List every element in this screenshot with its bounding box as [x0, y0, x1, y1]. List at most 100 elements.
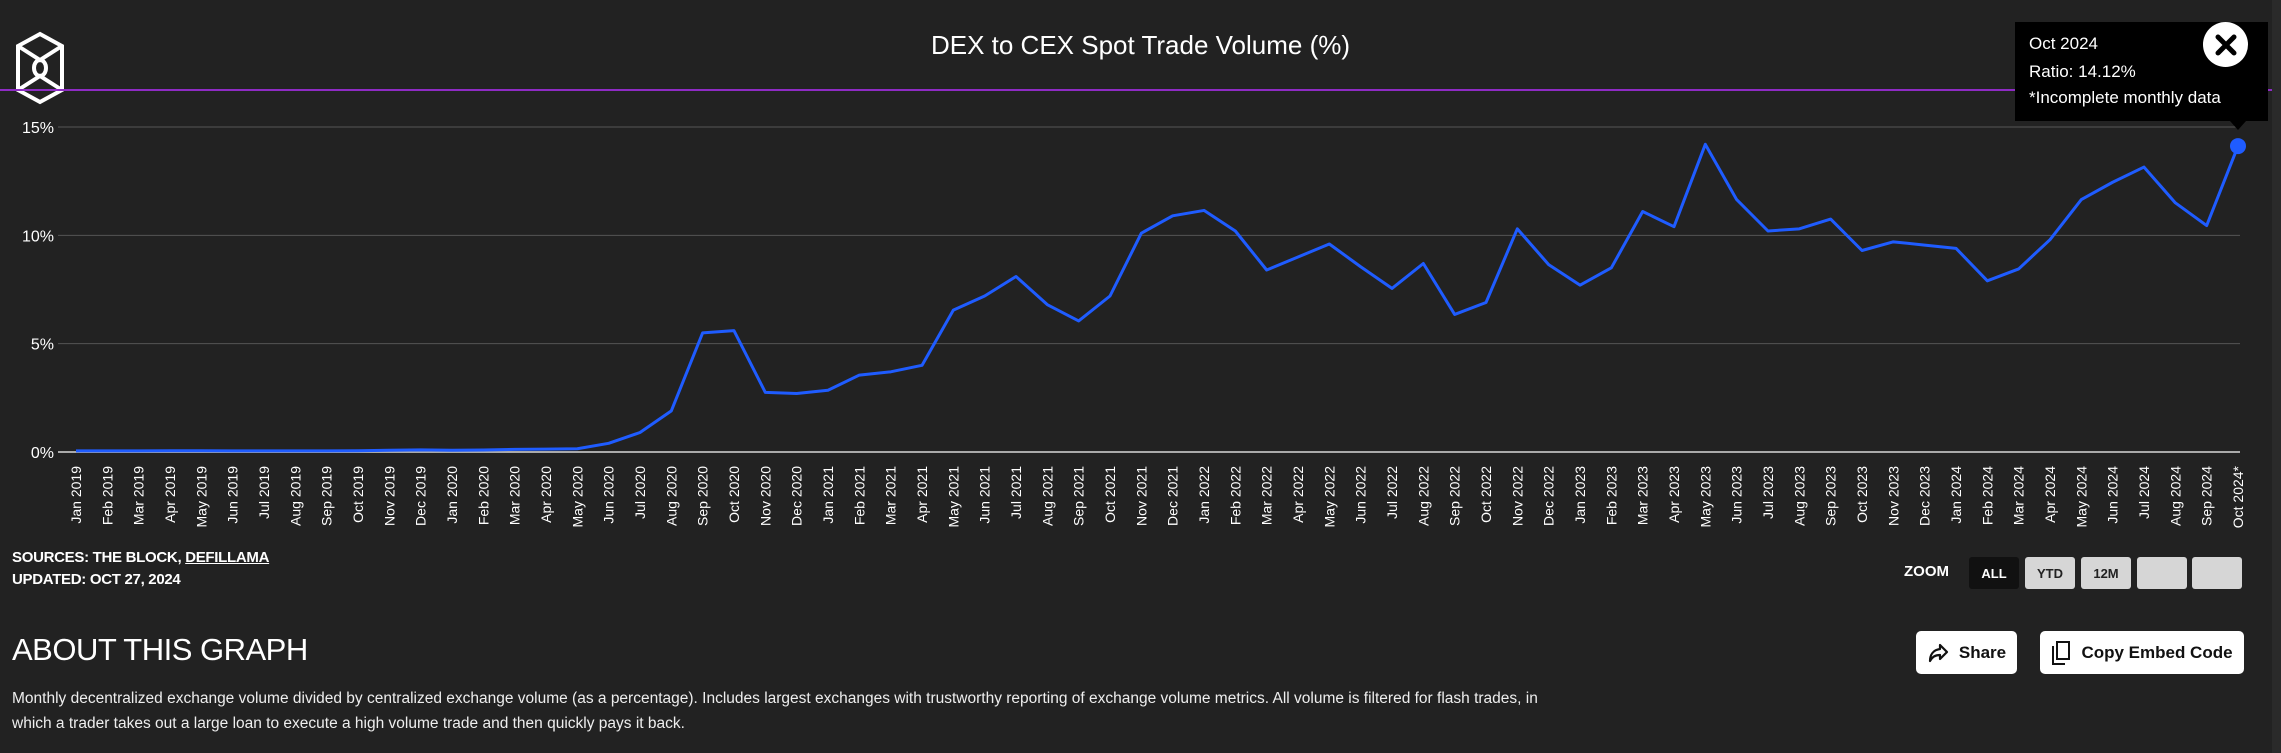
- the-block-logo-icon[interactable]: [14, 30, 66, 106]
- x-tick-label: Aug 2021: [1039, 466, 1055, 526]
- x-tick-label: Jun 2020: [601, 466, 617, 524]
- x-tick-label: Sep 2019: [319, 466, 335, 526]
- x-tick-label: May 2021: [945, 466, 961, 528]
- x-tick-label: Jan 2020: [444, 466, 460, 524]
- x-tick-label: Jan 2019: [68, 466, 84, 524]
- sources-label: SOURCES: THE BLOCK,: [12, 549, 186, 566]
- x-tick-label: Mar 2023: [1635, 466, 1651, 525]
- x-tick-label: Feb 2019: [99, 466, 115, 525]
- zoom-ytd-button[interactable]: YTD: [2025, 557, 2075, 589]
- x-tick-label: Mar 2021: [883, 466, 899, 525]
- x-tick-label: Dec 2022: [1541, 466, 1557, 526]
- x-tick-label: Feb 2024: [1979, 466, 1995, 525]
- copy-icon: [2052, 640, 2071, 665]
- x-tick-label: Jun 2022: [1353, 466, 1369, 524]
- scrollbar[interactable]: [2272, 0, 2281, 753]
- tooltip-note: *Incomplete monthly data: [2029, 88, 2221, 107]
- x-tick-label: Nov 2020: [757, 466, 773, 526]
- x-tick-label: Apr 2019: [162, 466, 178, 523]
- zoom-12m-button[interactable]: 12M: [2081, 557, 2131, 589]
- x-tick-label: Oct 2024*: [2230, 465, 2246, 528]
- close-x-icon: [2215, 34, 2236, 55]
- share-label: Share: [1958, 642, 2007, 662]
- x-tick-label: Mar 2020: [507, 466, 523, 525]
- share-arrow-icon: [1928, 643, 1948, 662]
- x-tick-label: Feb 2022: [1227, 466, 1243, 525]
- x-tick-label: Feb 2021: [851, 466, 867, 525]
- header-divider: [0, 89, 2281, 91]
- x-tick-label: Jul 2024: [2136, 466, 2152, 519]
- x-tick-label: Apr 2024: [2042, 466, 2058, 523]
- x-tick-label: Apr 2020: [538, 466, 554, 523]
- x-tick-label: May 2023: [1697, 466, 1713, 528]
- x-tick-label: Aug 2022: [1415, 466, 1431, 526]
- x-tick-label: Sep 2020: [695, 466, 711, 526]
- defillama-link[interactable]: DEFILLAMA: [185, 549, 270, 566]
- x-tick-label: Jan 2024: [1948, 466, 1964, 524]
- about-description: Monthly decentralized exchange volume di…: [12, 690, 1538, 732]
- x-tick-label: Jan 2021: [820, 466, 836, 524]
- y-tick-label: 5%: [31, 337, 54, 354]
- x-tick-label: Dec 2021: [1165, 466, 1181, 526]
- x-tick-label: Mar 2022: [1259, 466, 1275, 525]
- sources-block: SOURCES: THE BLOCK, DEFILLAMA UPDATED: O…: [12, 547, 269, 591]
- y-tick-label: 10%: [22, 228, 54, 245]
- x-tick-label: Sep 2021: [1071, 466, 1087, 526]
- x-tick-label: Oct 2022: [1478, 466, 1494, 523]
- zoom-label: ZOOM: [1904, 563, 1949, 580]
- x-tick-label: Jan 2023: [1572, 466, 1588, 524]
- x-tick-label: Jul 2021: [1008, 466, 1024, 519]
- x-tick-label: Aug 2020: [663, 466, 679, 526]
- x-tick-label: Jun 2024: [2105, 466, 2121, 524]
- x-tick-label: May 2024: [2073, 466, 2089, 528]
- x-tick-label: Jan 2022: [1196, 466, 1212, 524]
- x-tick-label: Jun 2019: [225, 466, 241, 524]
- x-tick-label: Aug 2024: [2167, 466, 2183, 526]
- x-tick-label: Mar 2019: [131, 466, 147, 525]
- x-tick-label: Oct 2023: [1854, 466, 1870, 523]
- series-line: [76, 142, 2240, 453]
- x-tick-label: Apr 2022: [1290, 466, 1306, 523]
- y-tick-label: 15%: [22, 120, 54, 137]
- x-tick-label: Sep 2024: [2199, 466, 2215, 526]
- x-tick-label: Aug 2019: [287, 466, 303, 526]
- x-tick-label: Mar 2024: [2011, 466, 2027, 525]
- tooltip-date: Oct 2024: [2029, 34, 2098, 53]
- x-tick-label: Sep 2022: [1447, 466, 1463, 526]
- about-heading: ABOUT THIS GRAPH: [12, 632, 308, 667]
- copy-embed-code-button[interactable]: Copy Embed Code: [2040, 631, 2244, 674]
- tooltip-close-button[interactable]: [2203, 22, 2248, 67]
- x-tick-label: Dec 2019: [413, 466, 429, 526]
- share-button[interactable]: Share: [1916, 631, 2017, 674]
- x-tick-label: Jul 2019: [256, 466, 272, 519]
- zoom-all-button[interactable]: ALL: [1969, 557, 2019, 589]
- x-tick-label: Dec 2020: [789, 466, 805, 526]
- x-tick-label: Jul 2022: [1384, 466, 1400, 519]
- x-tick-label: Oct 2020: [726, 466, 742, 523]
- x-tick-label: Aug 2023: [1791, 466, 1807, 526]
- zoom-blank-button-1[interactable]: [2137, 557, 2187, 589]
- zoom-blank-button-2[interactable]: [2192, 557, 2242, 589]
- chart-title: DEX to CEX Spot Trade Volume (%): [930, 30, 1351, 60]
- x-tick-label: Jun 2023: [1729, 466, 1745, 524]
- x-tick-label: Oct 2021: [1102, 466, 1118, 523]
- x-tick-label: Feb 2023: [1603, 466, 1619, 525]
- updated-date: UPDATED: OCT 27, 2024: [12, 571, 181, 588]
- x-tick-label: Apr 2021: [914, 466, 930, 523]
- tooltip-ratio: Ratio: 14.12%: [2029, 62, 2136, 81]
- x-tick-label: May 2019: [193, 466, 209, 528]
- x-tick-label: Jul 2020: [632, 466, 648, 519]
- x-tick-label: Nov 2022: [1509, 466, 1525, 526]
- x-tick-label: Feb 2020: [475, 466, 491, 525]
- x-tick-label: Dec 2023: [1917, 466, 1933, 526]
- highlighted-data-point: [2230, 138, 2246, 155]
- x-tick-label: May 2022: [1321, 466, 1337, 528]
- y-tick-label: 0%: [31, 445, 54, 462]
- tooltip-pointer: [2230, 121, 2246, 130]
- x-tick-label: Jul 2023: [1760, 466, 1776, 519]
- x-tick-label: Sep 2023: [1823, 466, 1839, 526]
- embed-label: Copy Embed Code: [2081, 642, 2233, 662]
- x-tick-label: Nov 2019: [381, 466, 397, 526]
- x-tick-label: May 2020: [569, 466, 585, 528]
- line-chart[interactable]: 0% 5% 10% 15% Jan 2019 Feb 2019 Mar 2019 Apr 20…: [0, 0, 2281, 560]
